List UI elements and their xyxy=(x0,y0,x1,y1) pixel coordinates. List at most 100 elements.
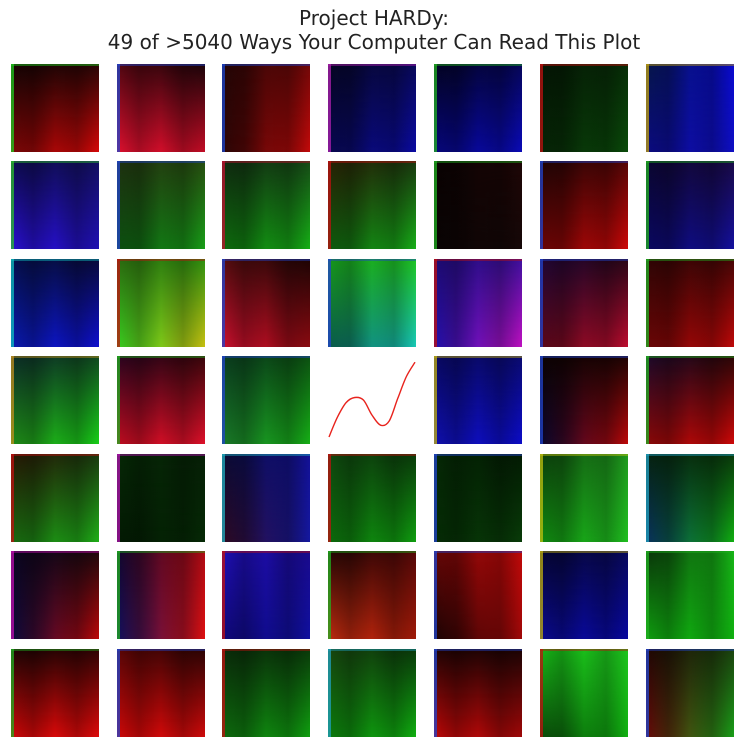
heatmap-edge-artifact xyxy=(646,161,649,249)
heatmap-edge-artifact xyxy=(328,161,331,249)
heatmap-gradient-bottom xyxy=(646,64,734,152)
heatmap-band-overlay xyxy=(646,356,734,444)
heatmap-top-edge-artifact xyxy=(222,454,310,456)
heatmap-panel xyxy=(434,161,522,249)
heatmap-edge-artifact xyxy=(11,259,14,347)
heatmap-edge-artifact xyxy=(328,649,331,737)
heatmap-band-overlay xyxy=(434,259,522,347)
heatmap-top-edge-artifact xyxy=(222,64,310,66)
heatmap-top-edge-artifact xyxy=(117,649,205,651)
heatmap-panel xyxy=(540,649,628,737)
heatmap-gradient-bottom xyxy=(434,649,522,737)
heatmap-gradient-bottom xyxy=(11,551,99,639)
heatmap-panel xyxy=(11,161,99,249)
heatmap-band-overlay xyxy=(11,551,99,639)
heatmap-top-edge-artifact xyxy=(222,649,310,651)
heatmap-gradient-bottom xyxy=(540,551,628,639)
heatmap-panel xyxy=(117,551,205,639)
heatmap-edge-artifact xyxy=(117,64,120,152)
heatmap-top-edge-artifact xyxy=(434,356,522,358)
heatmap-panel xyxy=(11,64,99,152)
heatmap-edge-artifact xyxy=(222,454,225,542)
heatmap-band-overlay xyxy=(540,64,628,152)
heatmap-gradient-bottom xyxy=(117,649,205,737)
heatmap-band-overlay xyxy=(11,259,99,347)
heatmap-panel xyxy=(222,551,310,639)
heatmap-panel xyxy=(646,649,734,737)
heatmap-gradient-bottom xyxy=(646,454,734,542)
heatmap-band-overlay xyxy=(540,649,628,737)
heatmap-gradient-bottom xyxy=(540,161,628,249)
heatmap-edge-artifact xyxy=(222,259,225,347)
heatmap-band-overlay xyxy=(117,454,205,542)
heatmap-edge-artifact xyxy=(117,454,120,542)
heatmap-top-edge-artifact xyxy=(646,161,734,163)
heatmap-edge-artifact xyxy=(434,454,437,542)
heatmap-gradient-bottom xyxy=(328,259,416,347)
heatmap-band-overlay xyxy=(328,454,416,542)
heatmap-band-overlay xyxy=(434,356,522,444)
heatmap-gradient-bottom xyxy=(11,356,99,444)
heatmap-gradient-bottom xyxy=(646,649,734,737)
heatmap-edge-artifact xyxy=(11,356,14,444)
heatmap-edge-artifact xyxy=(222,64,225,152)
heatmap-gradient-bottom xyxy=(434,64,522,152)
heatmap-band-overlay xyxy=(434,454,522,542)
heatmap-band-overlay xyxy=(222,64,310,152)
heatmap-gradient-bottom xyxy=(646,356,734,444)
line-plot-panel xyxy=(328,356,416,444)
heatmap-edge-artifact xyxy=(11,161,14,249)
heatmap-top-edge-artifact xyxy=(540,551,628,553)
heatmap-gradient-bottom xyxy=(328,64,416,152)
heatmap-panel xyxy=(540,551,628,639)
heatmap-panel xyxy=(117,454,205,542)
heatmap-panel xyxy=(540,259,628,347)
heatmap-top-edge-artifact xyxy=(540,356,628,358)
heatmap-panel xyxy=(540,454,628,542)
heatmap-edge-artifact xyxy=(328,551,331,639)
heatmap-edge-artifact xyxy=(434,64,437,152)
heatmap-band-overlay xyxy=(328,649,416,737)
heatmap-gradient-bottom xyxy=(434,161,522,249)
heatmap-top-edge-artifact xyxy=(11,259,99,261)
heatmap-band-overlay xyxy=(540,454,628,542)
heatmap-gradient-bottom xyxy=(11,259,99,347)
heatmap-band-overlay xyxy=(540,161,628,249)
heatmap-top-edge-artifact xyxy=(11,454,99,456)
heatmap-band-overlay xyxy=(117,161,205,249)
heatmap-edge-artifact xyxy=(328,454,331,542)
heatmap-top-edge-artifact xyxy=(540,161,628,163)
heatmap-gradient-bottom xyxy=(117,454,205,542)
heatmap-band-overlay xyxy=(11,454,99,542)
heatmap-panel xyxy=(646,356,734,444)
heatmap-top-edge-artifact xyxy=(328,649,416,651)
heatmap-edge-artifact xyxy=(328,64,331,152)
heatmap-top-edge-artifact xyxy=(11,64,99,66)
heatmap-panel xyxy=(11,356,99,444)
heatmap-top-edge-artifact xyxy=(222,356,310,358)
heatmap-panel xyxy=(434,551,522,639)
heatmap-edge-artifact xyxy=(222,161,225,249)
heatmap-top-edge-artifact xyxy=(11,356,99,358)
heatmap-panel xyxy=(434,64,522,152)
heatmap-edge-artifact xyxy=(222,551,225,639)
heatmap-panel xyxy=(646,259,734,347)
heatmap-panel xyxy=(117,259,205,347)
heatmap-gradient-bottom xyxy=(646,161,734,249)
heatmap-edge-artifact xyxy=(646,454,649,542)
heatmap-panel xyxy=(646,64,734,152)
heatmap-gradient-bottom xyxy=(434,454,522,542)
heatmap-edge-artifact xyxy=(117,356,120,444)
heatmap-gradient-bottom xyxy=(11,64,99,152)
heatmap-edge-artifact xyxy=(540,161,543,249)
heatmap-top-edge-artifact xyxy=(646,259,734,261)
heatmap-panel xyxy=(222,454,310,542)
heatmap-top-edge-artifact xyxy=(646,64,734,66)
heatmap-band-overlay xyxy=(328,259,416,347)
heatmap-band-overlay xyxy=(540,259,628,347)
heatmap-gradient-bottom xyxy=(328,649,416,737)
heatmap-gradient-bottom xyxy=(222,454,310,542)
heatmap-edge-artifact xyxy=(117,259,120,347)
heatmap-edge-artifact xyxy=(540,649,543,737)
heatmap-top-edge-artifact xyxy=(328,551,416,553)
